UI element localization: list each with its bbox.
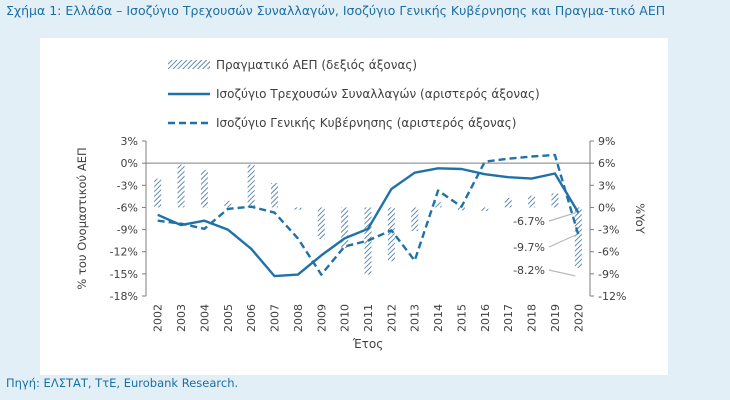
- x-tick-label: 2006: [245, 304, 258, 332]
- x-tick-label: 2009: [315, 304, 328, 332]
- y-tick-label-left: -3%: [117, 179, 138, 192]
- bar-real-gdp: [247, 164, 255, 208]
- chart-panel: 3% 0% -3% -6% -9% -12% -15% -18% 9% 6% 3% 0% -3% -6% -…: [40, 38, 668, 375]
- x-tick-label: 2013: [409, 304, 422, 332]
- bar-real-gdp: [177, 164, 185, 208]
- y-axis-title-right: %YoY: [633, 203, 647, 234]
- source-note: Πηγή: ΕΛΣΤΑΤ, ΤτΕ, Eurobank Research.: [6, 376, 239, 390]
- annotation-label: -8.2%: [513, 264, 545, 277]
- annotation-leader: [548, 269, 576, 277]
- line-current-account: [157, 167, 580, 278]
- legend-label: Πραγματικό ΑΕΠ (δεξιός άξονας): [216, 58, 417, 72]
- bar-real-gdp: [574, 207, 582, 268]
- bar-real-gdp: [528, 195, 536, 208]
- annotation-label: -9.7%: [513, 241, 545, 254]
- bar-real-gdp: [551, 193, 559, 208]
- y-tick-label-left: 3%: [121, 135, 138, 148]
- y-tick-label-left: -6%: [117, 201, 138, 214]
- legend-label: Ισοζύγιο Γενικής Κυβέρνησης (αριστερός ά…: [216, 116, 516, 130]
- y-tick-label-left: -18%: [110, 290, 138, 303]
- bar-real-gdp: [457, 207, 465, 211]
- x-tick-label: 2015: [455, 304, 468, 332]
- bar-real-gdp: [387, 207, 395, 262]
- x-tick-label: 2003: [175, 304, 188, 332]
- x-tick-label: 2008: [292, 304, 305, 332]
- bar-real-gdp: [154, 178, 162, 208]
- bar-real-gdp: [224, 200, 232, 208]
- x-tick-label: 2007: [269, 304, 282, 332]
- annotation-leader: [548, 212, 577, 222]
- y-tick-label-right: 6%: [598, 157, 615, 170]
- x-tick-label: 2005: [222, 304, 235, 332]
- bar-real-gdp: [411, 207, 419, 232]
- chart: 3% 0% -3% -6% -9% -12% -15% -18% 9% 6% 3% 0% -3% -6% -…: [75, 58, 647, 351]
- x-tick-label: 2004: [198, 304, 211, 332]
- bar-real-gdp: [271, 183, 279, 208]
- y-tick-label-right: -9%: [598, 268, 619, 281]
- annotation-leader: [548, 234, 577, 248]
- y-tick-label-right: 0%: [598, 201, 615, 214]
- bar-real-gdp: [481, 207, 489, 212]
- x-tick-label: 2019: [549, 304, 562, 332]
- x-tick-label: 2012: [385, 304, 398, 332]
- y-tick-label-right: 3%: [598, 179, 615, 192]
- x-axis-title: Έτος: [352, 337, 384, 351]
- y-tick-label-left: -15%: [110, 268, 138, 281]
- bar-real-gdp: [200, 169, 208, 208]
- y-tick-label-right: -6%: [598, 246, 619, 259]
- x-tick-label: 2020: [572, 304, 585, 332]
- y-tick-label-left: -9%: [117, 224, 138, 237]
- y-axis-title-left: % του Ονομαστικού ΑΕΠ: [75, 147, 89, 289]
- x-tick-label: 2011: [362, 304, 375, 332]
- legend-swatch-bar: [168, 60, 210, 69]
- annotation-label: -6.7%: [513, 215, 545, 228]
- x-tick-label: 2002: [152, 304, 165, 332]
- line-general-government: [157, 153, 580, 276]
- x-tick-label: 2016: [479, 304, 492, 332]
- chart-title: Σχήμα 1: Ελλάδα – Ισοζύγιο Τρεχουσών Συν…: [6, 3, 666, 18]
- bar-real-gdp: [294, 207, 302, 210]
- x-tick-label: 2014: [432, 304, 445, 332]
- bar-real-gdp: [341, 207, 349, 249]
- x-tick-label: 2010: [339, 304, 352, 332]
- y-tick-label-left: -12%: [110, 246, 138, 259]
- y-tick-label-right: -12%: [598, 290, 626, 303]
- bar-real-gdp: [504, 197, 512, 208]
- x-tick-label: 2017: [502, 304, 515, 332]
- legend-label: Ισοζύγιο Τρεχουσών Συναλλαγών (αριστερός…: [216, 87, 540, 101]
- y-tick-label-right: 9%: [598, 135, 615, 148]
- y-tick-label-right: -3%: [598, 224, 619, 237]
- bar-real-gdp: [434, 202, 442, 208]
- y-tick-label-left: 0%: [121, 157, 138, 170]
- bar-real-gdp: [317, 207, 325, 240]
- x-tick-label: 2018: [526, 304, 539, 332]
